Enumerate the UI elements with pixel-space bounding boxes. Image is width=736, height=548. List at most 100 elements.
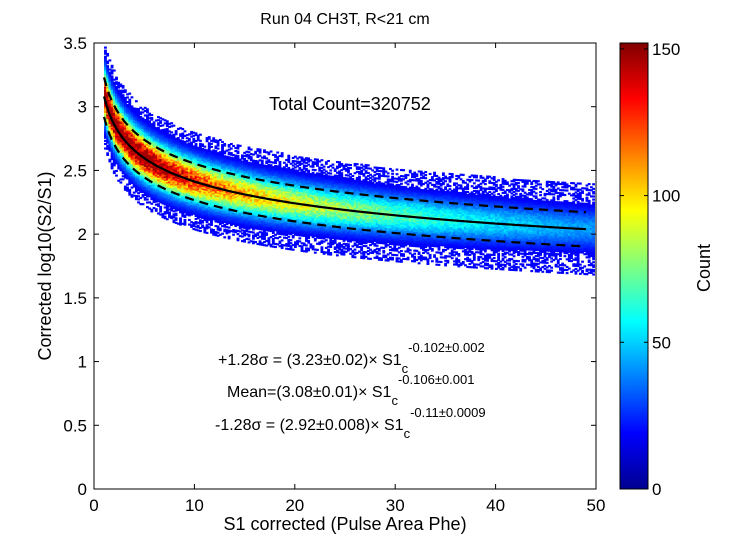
heatmap-cell	[170, 186, 174, 189]
heatmap-cell	[146, 108, 149, 111]
heatmap-cell	[176, 176, 180, 179]
heatmap-cell	[256, 171, 260, 174]
heatmap-cell	[190, 143, 193, 146]
heatmap-cell	[263, 230, 266, 233]
heatmap-cell	[249, 192, 253, 195]
heatmap-cell	[258, 186, 262, 189]
heatmap-cell	[134, 182, 138, 185]
heatmap-cell	[176, 147, 180, 150]
heatmap-cell	[232, 177, 235, 180]
heatmap-cell	[203, 188, 207, 191]
heatmap-cell	[143, 146, 147, 149]
heatmap-cell	[123, 132, 127, 135]
heatmap-cell	[139, 106, 143, 109]
heatmap-cell	[194, 146, 198, 149]
heatmap-cell	[139, 163, 143, 166]
heatmap-cell	[119, 83, 123, 86]
heatmap-cell	[249, 240, 253, 243]
heatmap-cell	[115, 131, 118, 134]
heatmap-cell	[148, 150, 152, 154]
heatmap-cell	[143, 152, 147, 155]
heatmap-cell	[165, 178, 169, 181]
heatmap-cell	[123, 188, 127, 191]
heatmap-cell	[221, 159, 224, 162]
heatmap-cell	[181, 152, 185, 155]
heatmap-cell	[170, 168, 174, 171]
heatmap-cell	[194, 228, 198, 231]
heatmap-cell	[132, 127, 136, 130]
heatmap-cell	[119, 153, 123, 157]
heatmap-cell	[256, 224, 260, 227]
heatmap-cell	[254, 176, 258, 179]
heatmap-cell	[143, 131, 147, 134]
heatmap-cell	[247, 146, 251, 149]
heatmap-cell	[115, 133, 118, 136]
heatmap-cell	[267, 183, 271, 186]
heatmap-cell	[165, 208, 169, 212]
heatmap-cell	[157, 139, 160, 142]
heatmap-cell	[199, 208, 202, 211]
heatmap-cell	[245, 199, 249, 202]
heatmap-cell	[176, 127, 180, 130]
heatmap-cell	[165, 164, 169, 167]
heatmap-cell	[196, 217, 200, 220]
heatmap-cell	[263, 210, 266, 213]
heatmap-cell	[163, 143, 167, 146]
heatmap-cell	[152, 161, 156, 164]
heatmap-cell	[187, 148, 191, 151]
heatmap-cell	[106, 117, 110, 120]
heatmap-cell	[139, 151, 143, 154]
heatmap-cell	[170, 122, 174, 125]
heatmap-cell	[236, 176, 240, 179]
heatmap-cell	[108, 118, 112, 122]
heatmap-cell	[152, 121, 156, 124]
heatmap-cell	[185, 161, 189, 164]
heatmap-cell	[130, 149, 134, 152]
heatmap-cell	[115, 91, 118, 95]
heatmap-cell	[214, 206, 218, 209]
heatmap-cell	[176, 170, 180, 173]
heatmap-cell	[278, 228, 282, 231]
heatmap-cell	[176, 169, 180, 172]
heatmap-cell	[243, 229, 246, 232]
heatmap-cell	[223, 164, 227, 167]
heatmap-cell	[174, 149, 178, 153]
heatmap-cell	[170, 155, 174, 158]
heatmap-cell	[130, 140, 134, 143]
heatmap-cell	[115, 104, 118, 107]
heatmap-cell	[121, 150, 125, 153]
heatmap-cell	[139, 189, 143, 192]
heatmap-cell	[210, 231, 213, 234]
heatmap-cell	[128, 104, 132, 107]
heatmap-cell	[181, 127, 185, 131]
heatmap-cell	[150, 123, 154, 126]
heatmap-cell	[148, 201, 152, 204]
heatmap-cell	[159, 175, 163, 178]
heatmap-cell	[212, 216, 216, 219]
heatmap-cell	[128, 175, 132, 178]
heatmap-cell	[168, 168, 171, 171]
heatmap-cell	[249, 174, 253, 177]
heatmap-cell	[218, 183, 222, 186]
heatmap-cell	[185, 173, 189, 176]
heatmap-cell	[196, 183, 200, 186]
heatmap-cell	[276, 243, 280, 246]
heatmap-cell	[185, 190, 189, 193]
heatmap-cell	[218, 198, 222, 201]
heatmap-cell	[214, 197, 218, 200]
heatmap-cell	[181, 213, 185, 216]
heatmap-cell	[212, 154, 216, 157]
heatmap-cell	[205, 193, 209, 196]
heatmap-cell	[229, 147, 233, 150]
heatmap-cell	[117, 141, 121, 144]
heatmap-cell	[232, 216, 235, 219]
heatmap-cell	[265, 204, 269, 207]
heatmap-cell	[185, 143, 189, 146]
heatmap-cell	[183, 209, 187, 212]
heatmap-cell	[263, 169, 266, 172]
heatmap-cell	[236, 223, 240, 226]
heatmap-cell	[199, 196, 202, 199]
heatmap-cell	[161, 158, 165, 161]
heatmap-cell	[134, 109, 138, 112]
heatmap-cell	[104, 55, 107, 58]
